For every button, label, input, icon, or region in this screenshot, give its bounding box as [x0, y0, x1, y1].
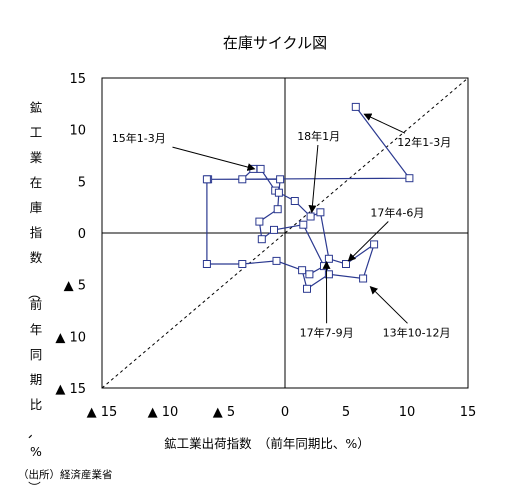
data-point-13 [359, 274, 368, 283]
x-tick-labels: ▲ 15 ▲ 10 ▲ 5 0 5 10 15 [87, 405, 477, 420]
source-note: （出所）経済産業省 [18, 468, 113, 481]
x-tick-label-2: ▲ 5 [213, 405, 235, 420]
x-tick-label-0: ▲ 15 [87, 405, 118, 420]
annotation-layer: 12年1-3月 15年1-3月 18年1月 17年4-6月 17年7-9月 13年10-1… [112, 113, 451, 339]
y-tick-label-1: 10 [69, 124, 86, 139]
y-tick-label-5: ▲ 10 [55, 330, 86, 345]
annotation-arrow-2 [308, 144, 319, 214]
x-tick-label-1: ▲ 10 [148, 405, 179, 420]
annotation-arrow-3 [347, 221, 389, 262]
x-tick-label-4: 5 [342, 405, 350, 420]
y-tick-label-3: 0 [78, 227, 86, 242]
x-tick-label-5: 10 [399, 405, 416, 420]
data-point-21 [276, 175, 285, 184]
data-point-0 [351, 102, 360, 111]
axes-layer [102, 78, 468, 388]
data-point-18 [238, 260, 247, 268]
data-point-24 [255, 217, 264, 226]
data-point-26 [270, 225, 278, 234]
annotation-arrow-5 [369, 285, 408, 324]
chart-title: 在庫サイクル図 [223, 34, 327, 52]
y-tick-label-4: ▲ 5 [64, 279, 86, 294]
data-point-10 [324, 254, 333, 263]
y-axis-label-text: 鉱工業在庫指数（前年同期比、%） [27, 100, 43, 494]
annotation-label-0: 12年1-3月 [397, 135, 451, 149]
diagonal-reference [101, 77, 469, 389]
data-point-3 [238, 175, 247, 184]
x-tick-label-6: 15 [460, 405, 477, 420]
data-point-29 [305, 270, 314, 279]
data-point-15 [303, 284, 311, 293]
data-point-1 [405, 174, 414, 183]
diagonal-line [101, 77, 469, 389]
annotation-arrow-0 [363, 113, 406, 134]
annotation-label-4: 17年7-9月 [300, 325, 354, 339]
data-point-7 [290, 197, 299, 205]
data-point-25 [257, 235, 266, 244]
data-point-19 [202, 260, 211, 268]
y-tick-label-6: ▲ 15 [55, 382, 86, 397]
data-point-12 [370, 240, 379, 249]
data-point-22 [274, 188, 283, 197]
data-point-5 [256, 164, 265, 173]
data-point-20 [202, 175, 211, 184]
data-point-14 [324, 270, 333, 279]
y-tick-label-2: 5 [78, 175, 86, 190]
data-point-11 [342, 260, 350, 268]
y-tick-labels: 15 10 5 0 ▲ 5 ▲ 10 ▲ 15 [55, 72, 86, 397]
annotation-arrow-1 [172, 146, 256, 171]
data-point-8 [306, 212, 315, 221]
annotation-label-3: 17年4-6月 [370, 205, 424, 219]
annotation-label-2: 18年1月 [297, 129, 340, 143]
data-point-16 [298, 266, 307, 275]
annotation-label-5: 13年10-12月 [383, 325, 451, 339]
y-axis-label: 鉱工業在庫指数（前年同期比、%） [27, 100, 43, 494]
x-axis-label: 鉱工業出荷指数 （前年同期比、%） [164, 436, 370, 451]
data-point-17 [272, 256, 281, 265]
x-tick-label-3: 0 [281, 405, 289, 420]
y-tick-label-0: 15 [69, 72, 86, 87]
data-point-27 [299, 220, 308, 229]
annotation-label-1: 15年1-3月 [112, 131, 166, 145]
data-point-23 [273, 205, 282, 214]
data-point-9 [316, 208, 325, 217]
